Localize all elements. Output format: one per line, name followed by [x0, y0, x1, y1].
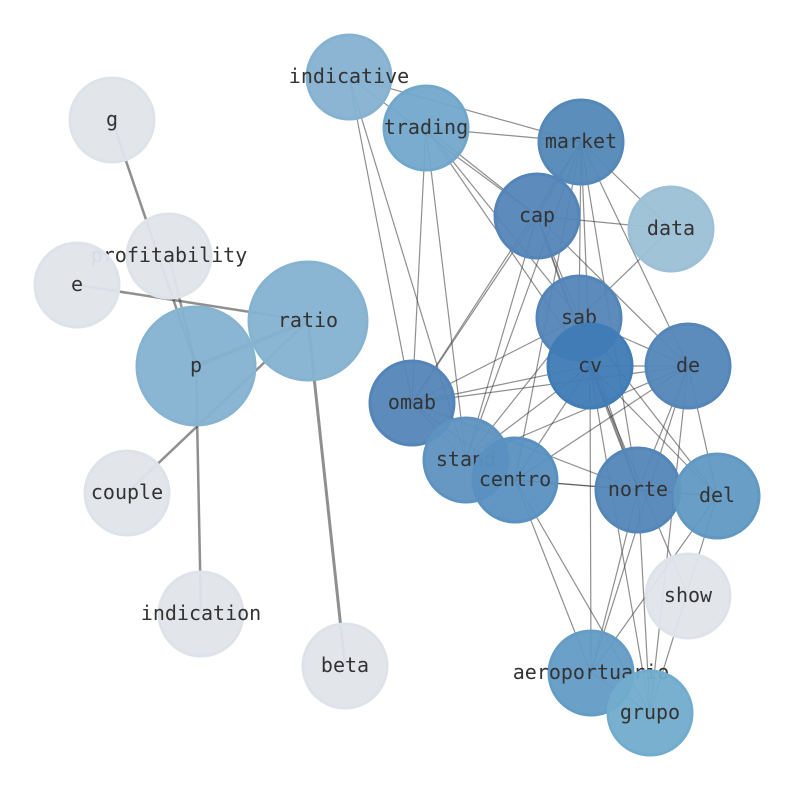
node-centro[interactable]: centro — [471, 436, 559, 524]
node-omab[interactable]: omab — [368, 359, 456, 447]
node-circle[interactable] — [305, 33, 393, 121]
node-label: centro — [479, 467, 551, 491]
node-label: show — [664, 583, 713, 607]
node-circle[interactable] — [83, 449, 171, 537]
node-label: de — [676, 353, 700, 377]
node-label: norte — [608, 477, 668, 501]
edge-trading-omab — [411, 127, 427, 404]
node-circle[interactable] — [537, 98, 625, 186]
node-data[interactable]: data — [627, 185, 715, 273]
node-circle[interactable] — [673, 452, 761, 540]
node-label: cap — [519, 203, 555, 227]
node-circle[interactable] — [368, 359, 456, 447]
node-label: beta — [321, 653, 369, 677]
node-circle[interactable] — [125, 212, 213, 300]
node-e[interactable]: e — [33, 241, 121, 329]
node-circle[interactable] — [301, 622, 389, 710]
node-beta[interactable]: beta — [301, 622, 389, 710]
node-cv[interactable]: cv — [546, 322, 634, 410]
node-del[interactable]: del — [673, 452, 761, 540]
node-label: couple — [91, 480, 163, 504]
node-circle[interactable] — [33, 241, 121, 329]
node-profitability[interactable]: profitability — [91, 212, 248, 300]
node-show[interactable]: show — [644, 552, 732, 640]
node-label: profitability — [91, 243, 248, 267]
node-p[interactable]: p — [135, 305, 257, 427]
node-couple[interactable]: couple — [83, 449, 171, 537]
node-indicative[interactable]: indicative — [289, 33, 409, 121]
node-circle[interactable] — [471, 436, 559, 524]
node-circle[interactable] — [627, 185, 715, 273]
node-circle[interactable] — [157, 570, 245, 658]
node-ratio[interactable]: ratio — [247, 260, 369, 382]
node-grupo[interactable]: grupo — [606, 669, 694, 757]
node-label: ratio — [278, 308, 338, 332]
node-norte[interactable]: norte — [594, 446, 682, 534]
node-circle[interactable] — [546, 322, 634, 410]
node-circle[interactable] — [68, 76, 156, 164]
node-label: omab — [388, 390, 436, 414]
edge-trading-stand — [425, 127, 467, 461]
node-label: del — [699, 483, 735, 507]
node-label: indicative — [289, 64, 409, 88]
node-trading[interactable]: trading — [382, 84, 470, 172]
edge-de-grupo — [649, 365, 689, 714]
node-g[interactable]: g — [68, 76, 156, 164]
node-indication[interactable]: indication — [141, 570, 261, 658]
node-label: data — [647, 216, 695, 240]
node-label: e — [71, 272, 83, 296]
node-circle[interactable] — [247, 260, 369, 382]
node-circle[interactable] — [644, 322, 732, 410]
edge-indicative-omab — [348, 76, 413, 404]
node-circle[interactable] — [135, 305, 257, 427]
node-label: indication — [141, 601, 261, 625]
node-circle[interactable] — [493, 172, 581, 260]
node-label: market — [545, 129, 617, 153]
node-label: trading — [384, 115, 468, 139]
node-de[interactable]: de — [644, 322, 732, 410]
node-circle[interactable] — [382, 84, 470, 172]
node-label: grupo — [620, 700, 680, 724]
node-label: g — [106, 107, 118, 131]
node-market[interactable]: market — [537, 98, 625, 186]
node-circle[interactable] — [644, 552, 732, 640]
node-label: cv — [578, 353, 602, 377]
node-circle[interactable] — [606, 669, 694, 757]
node-label: p — [190, 353, 202, 377]
edge-cv-aeroportuario — [589, 365, 592, 674]
edge-de-omab — [411, 365, 689, 404]
node-cap[interactable]: cap — [493, 172, 581, 260]
